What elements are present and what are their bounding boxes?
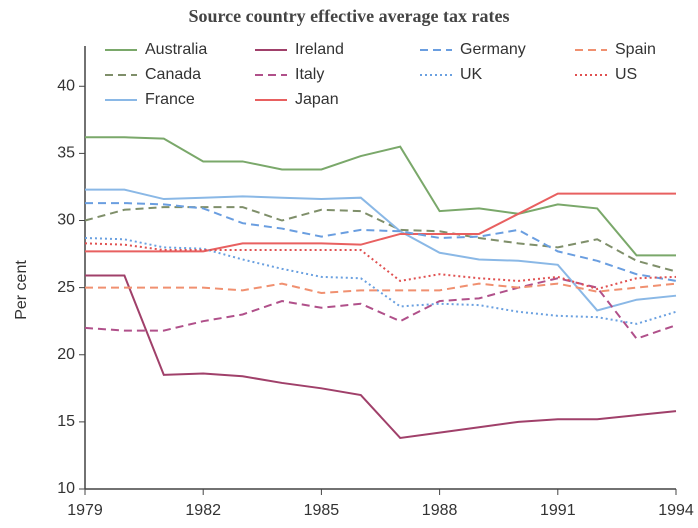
x-tick-label: 1985 <box>304 502 340 519</box>
y-tick-label: 40 <box>57 77 75 94</box>
x-tick-label: 1988 <box>422 502 458 519</box>
y-tick-label: 10 <box>57 480 75 497</box>
series-line <box>84 242 677 291</box>
legend-label: Australia <box>145 41 207 58</box>
legend-label: France <box>145 91 195 108</box>
legend-label: Canada <box>145 66 201 83</box>
series-line <box>85 192 676 253</box>
chart-title: Source country effective average tax rat… <box>188 6 509 26</box>
y-tick-label: 20 <box>57 346 75 363</box>
series-line <box>85 282 677 295</box>
x-tick-label: 1979 <box>67 502 103 519</box>
y-tick-label: 35 <box>57 145 75 162</box>
series-line <box>85 136 676 257</box>
legend-label: Germany <box>460 41 526 58</box>
y-tick-label: 25 <box>57 279 75 296</box>
y-tick-label: 30 <box>57 212 75 229</box>
y-axis-label: Per cent <box>13 260 30 320</box>
legend-label: Spain <box>615 41 656 58</box>
series-line <box>85 202 677 282</box>
x-tick-label: 1991 <box>540 502 576 519</box>
legend-label: UK <box>460 66 483 83</box>
series-line <box>84 206 677 273</box>
series-line <box>85 274 677 440</box>
legend-label: Ireland <box>295 41 344 58</box>
legend-label: Italy <box>295 66 324 83</box>
x-tick-label: 1994 <box>658 502 694 519</box>
x-tick-label: 1982 <box>185 502 221 519</box>
y-tick-label: 15 <box>57 413 75 430</box>
legend-label: US <box>615 66 637 83</box>
series-line <box>84 277 677 340</box>
series-line <box>84 236 677 325</box>
legend-label: Japan <box>295 91 339 108</box>
